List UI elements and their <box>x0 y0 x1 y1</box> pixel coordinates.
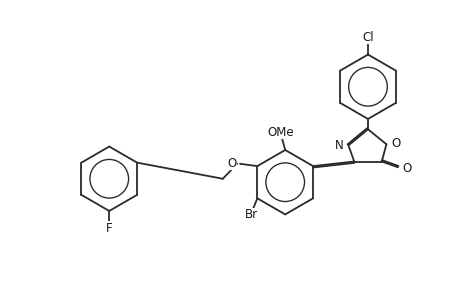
Text: Cl: Cl <box>361 31 373 44</box>
Text: O: O <box>390 136 399 150</box>
Text: O: O <box>227 157 236 170</box>
Text: F: F <box>106 222 112 235</box>
Text: OMe: OMe <box>267 126 293 139</box>
Text: N: N <box>334 139 342 152</box>
Text: O: O <box>402 162 411 175</box>
Text: Br: Br <box>245 208 257 221</box>
